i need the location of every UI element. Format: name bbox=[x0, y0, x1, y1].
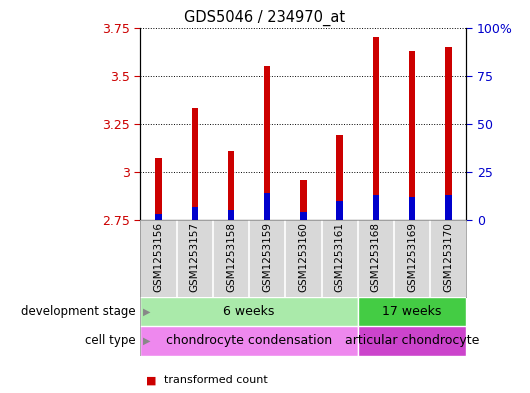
Bar bbox=[373, 195, 379, 220]
Bar bbox=[409, 51, 416, 220]
Text: 6 weeks: 6 weeks bbox=[224, 305, 275, 318]
Bar bbox=[300, 180, 307, 220]
Text: GDS5046 / 234970_at: GDS5046 / 234970_at bbox=[184, 10, 346, 26]
Text: GSM1253156: GSM1253156 bbox=[154, 222, 164, 292]
Text: GSM1253168: GSM1253168 bbox=[371, 222, 381, 292]
Text: development stage: development stage bbox=[21, 305, 135, 318]
Text: GSM1253158: GSM1253158 bbox=[226, 222, 236, 292]
Text: cell type: cell type bbox=[84, 334, 135, 347]
Bar bbox=[228, 211, 234, 220]
Text: GSM1253159: GSM1253159 bbox=[262, 222, 272, 292]
Bar bbox=[373, 37, 379, 220]
Bar bbox=[191, 108, 198, 220]
Bar bbox=[409, 197, 416, 220]
Bar bbox=[155, 158, 162, 220]
Text: ▶: ▶ bbox=[143, 307, 151, 316]
Text: GSM1253170: GSM1253170 bbox=[443, 222, 453, 292]
Text: GSM1253157: GSM1253157 bbox=[190, 222, 200, 292]
Bar bbox=[155, 214, 162, 220]
Bar bbox=[337, 201, 343, 220]
Bar bbox=[358, 297, 466, 326]
Text: GSM1253160: GSM1253160 bbox=[298, 222, 308, 292]
Text: chondrocyte condensation: chondrocyte condensation bbox=[166, 334, 332, 347]
Bar bbox=[337, 135, 343, 220]
Text: 17 weeks: 17 weeks bbox=[382, 305, 442, 318]
Bar bbox=[140, 297, 358, 326]
Text: articular chondrocyte: articular chondrocyte bbox=[345, 334, 479, 347]
Bar bbox=[264, 193, 270, 220]
Text: transformed count: transformed count bbox=[164, 375, 268, 386]
Bar bbox=[140, 326, 358, 356]
Text: GSM1253169: GSM1253169 bbox=[407, 222, 417, 292]
Text: GSM1253161: GSM1253161 bbox=[334, 222, 344, 292]
Bar bbox=[445, 47, 452, 220]
Bar bbox=[445, 195, 452, 220]
Bar bbox=[228, 151, 234, 220]
Bar bbox=[264, 66, 270, 220]
Bar bbox=[358, 326, 466, 356]
Bar bbox=[300, 212, 307, 220]
Bar bbox=[191, 207, 198, 220]
Text: ▶: ▶ bbox=[143, 336, 151, 346]
Text: ■: ■ bbox=[146, 375, 156, 386]
